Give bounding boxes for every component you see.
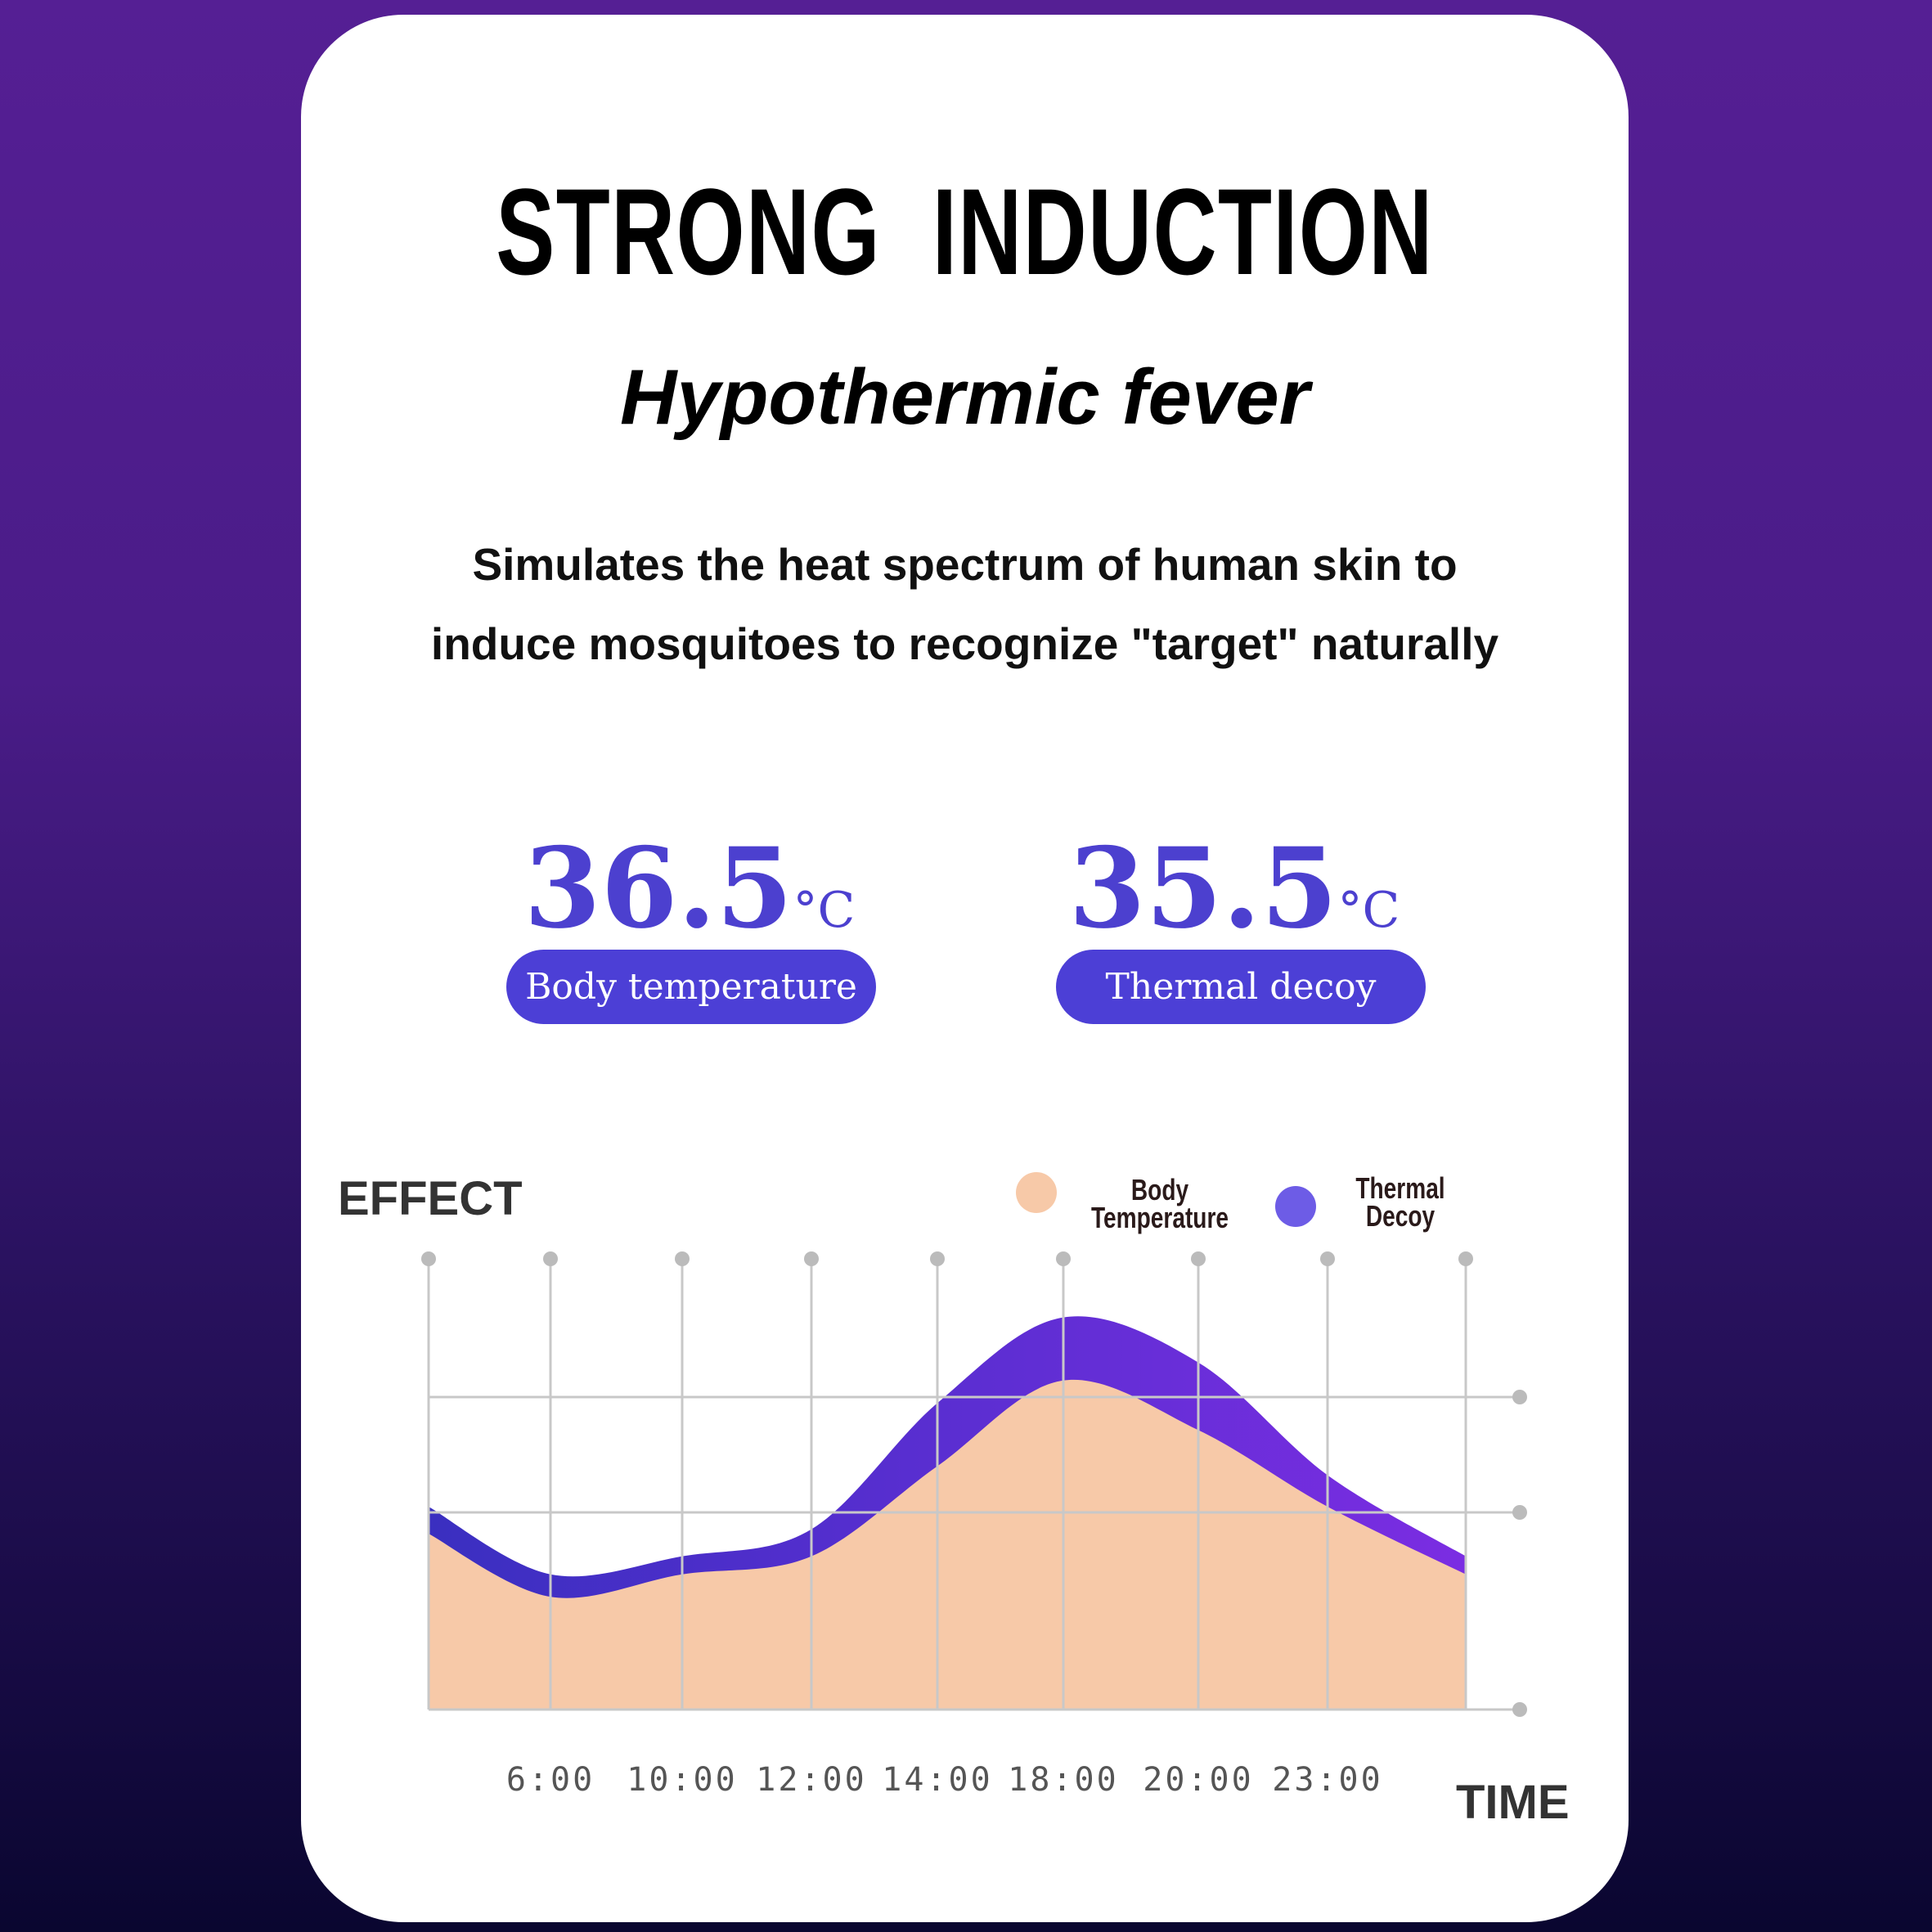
- decoy-temp-value: 35.5°C: [1068, 823, 1400, 953]
- gridline-dot: [543, 1251, 558, 1266]
- gridline-dot: [1512, 1505, 1527, 1520]
- gridline-dot: [1056, 1251, 1071, 1266]
- x-tick-label: 14:00: [882, 1761, 993, 1799]
- x-tick-label: 10:00: [627, 1761, 738, 1799]
- description-line-1: Simulates the heat spectrum of human ski…: [472, 539, 1458, 590]
- legend-decoy-label: Thermal Decoy: [1355, 1171, 1445, 1233]
- x-axis-label: TIME: [1456, 1776, 1570, 1829]
- body-temp-value: 36.5°C: [523, 823, 856, 953]
- description-line-2: induce mosquitoes to recognize "target" …: [430, 618, 1499, 669]
- x-tick-label: 12:00: [756, 1761, 867, 1799]
- legend-body-label: Body Temperature: [1090, 1173, 1229, 1235]
- series-area-body-temperature: [429, 1379, 1466, 1710]
- x-tick-label: 6:00: [505, 1761, 595, 1799]
- legend-decoy-swatch: [1275, 1186, 1316, 1227]
- subtitle: Hypothermic fever: [620, 353, 1310, 441]
- decoy-temp-pill: Thermal decoy: [1056, 950, 1426, 1024]
- gridline-dot: [675, 1251, 690, 1266]
- x-tick-label: 20:00: [1143, 1761, 1254, 1799]
- gridline-dot: [1512, 1390, 1527, 1404]
- gridline-dot: [1512, 1702, 1527, 1717]
- gridline-dot: [930, 1251, 945, 1266]
- gridline-dot: [1320, 1251, 1335, 1266]
- gridline-dot: [1458, 1251, 1473, 1266]
- x-tick-label: 23:00: [1272, 1761, 1383, 1799]
- body-temp-pill: Body temperature: [506, 950, 876, 1024]
- y-axis-label: EFFECT: [338, 1172, 523, 1225]
- x-tick-label: 18:00: [1008, 1761, 1119, 1799]
- legend-body-swatch: [1016, 1172, 1057, 1213]
- page-title: STRONG INDUCTION: [496, 163, 1434, 300]
- gridline-dot: [1191, 1251, 1206, 1266]
- gridline-dot: [804, 1251, 819, 1266]
- gridline-dot: [421, 1251, 436, 1266]
